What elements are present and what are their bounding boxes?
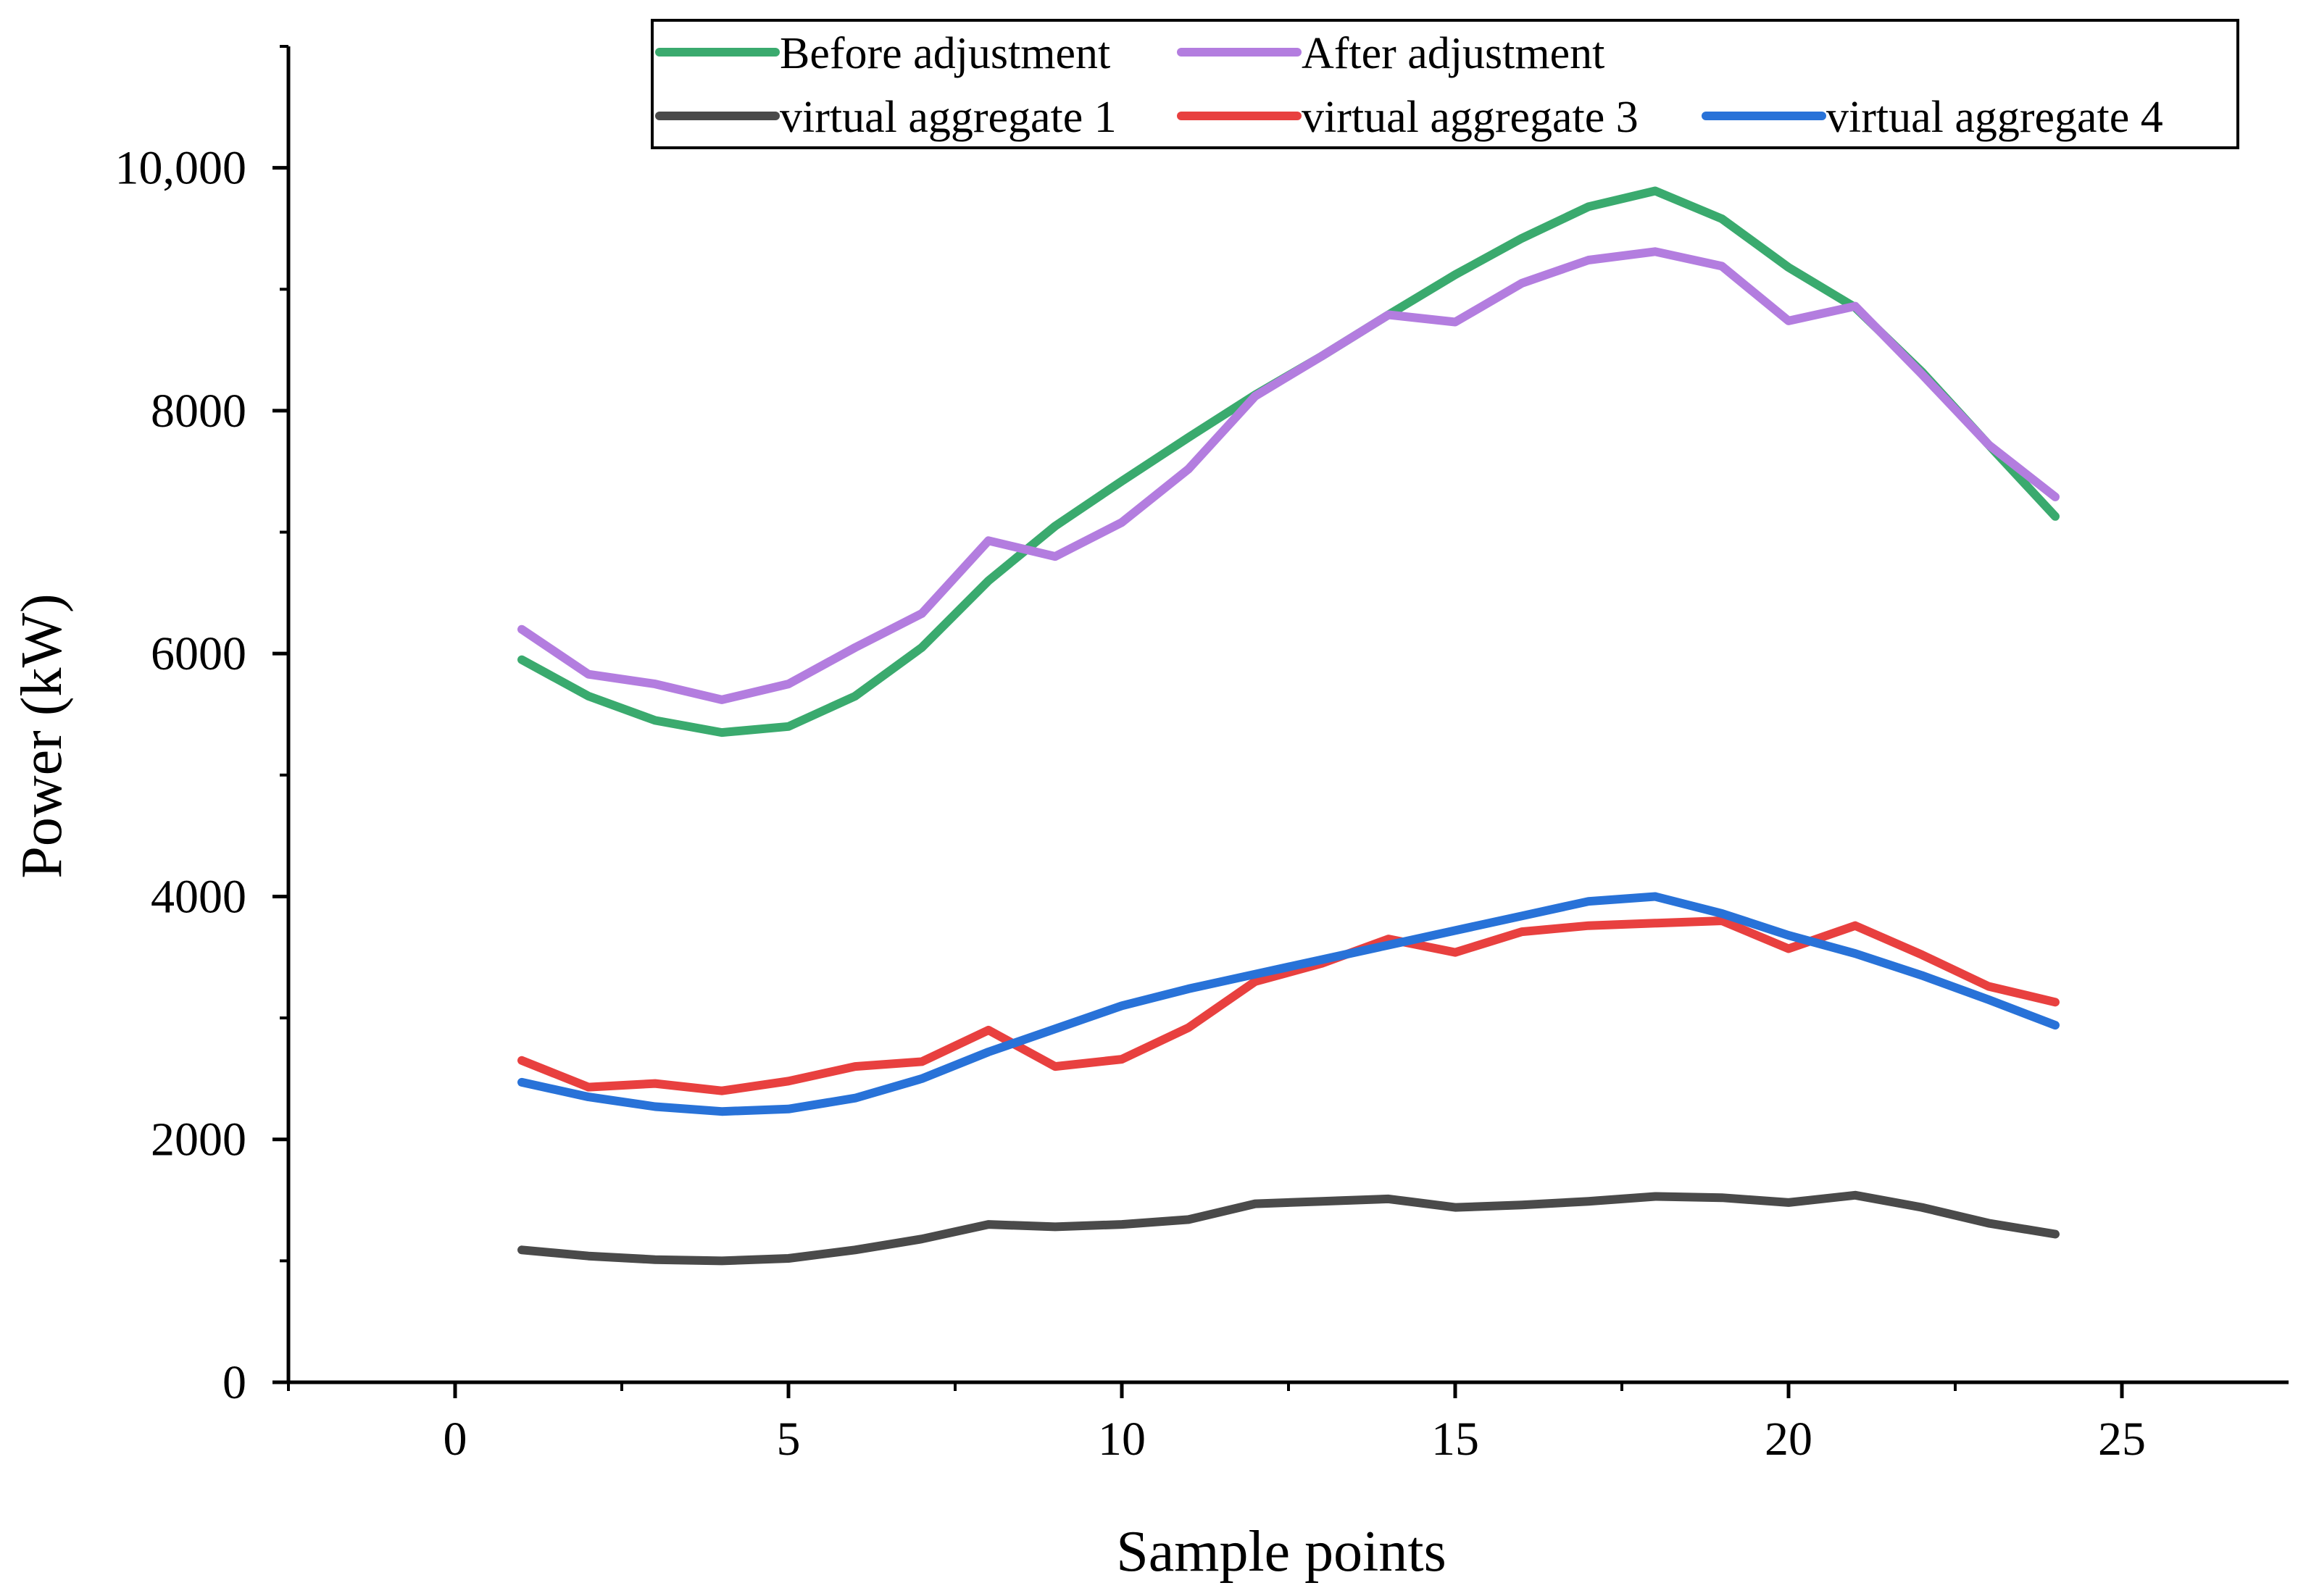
legend-box [651, 19, 2239, 149]
legend-label: virtual aggregate 4 [1826, 93, 2163, 142]
series-line-virtual-aggregate-4 [517, 892, 2060, 1116]
x-tick-label: 20 [1765, 1413, 1812, 1466]
legend-label: Before adjustment [780, 29, 1110, 78]
legend-label: virtual aggregate 3 [1302, 93, 1639, 142]
axis-labels: 0 5 10 15 20 25 0 2000 4000 6000 8000 10,000 Sample … [10, 142, 2146, 1584]
legend-label: After adjustment [1302, 29, 1604, 78]
x-tick-label: 10 [1098, 1413, 1146, 1466]
y-tick-label: 8000 [151, 385, 246, 438]
axes [272, 45, 2289, 1398]
y-tick-label: 6000 [151, 627, 246, 680]
x-tick-label: 25 [2098, 1413, 2146, 1466]
x-tick-label: 0 [444, 1413, 467, 1466]
series-line-virtual-aggregate-1 [517, 1190, 2060, 1266]
x-tick-label: 5 [777, 1413, 801, 1466]
x-axis-title: Sample points [1116, 1520, 1446, 1584]
y-tick-label: 0 [222, 1356, 246, 1409]
series-lines [517, 186, 2060, 1266]
legend: Before adjustment After adjustment virtual… [651, 19, 2239, 149]
y-tick-label: 2000 [151, 1114, 246, 1166]
x-tick-label: 15 [1431, 1413, 1479, 1466]
y-tick-label: 10,000 [115, 142, 247, 195]
series-line-before-adjustment [517, 186, 2060, 738]
y-tick-label: 4000 [151, 870, 246, 923]
legend-label: virtual aggregate 1 [780, 93, 1117, 142]
y-axis-title: Power (kW) [10, 593, 74, 878]
series-line-after-adjustment [517, 247, 2060, 704]
series-line-virtual-aggregate-3 [517, 916, 2060, 1095]
